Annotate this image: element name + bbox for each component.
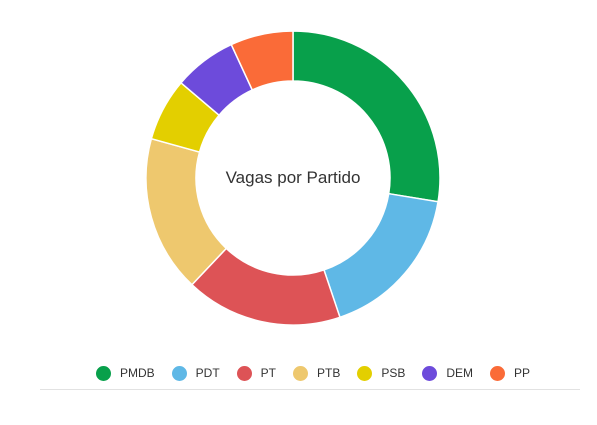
donut-chart	[145, 30, 441, 326]
legend-label: PDT	[195, 366, 220, 380]
slice-pmdb[interactable]	[292, 30, 441, 203]
legend-swatch	[422, 365, 438, 381]
legend-swatch	[293, 365, 309, 381]
legend-item-pmdb[interactable]: PMDB	[96, 365, 155, 381]
legend-label: PT	[260, 366, 277, 380]
chart-title: Vagas por Partido	[225, 168, 361, 187]
chart-legend: PMDB PDT PT PTB PSB DEM PP	[96, 362, 547, 384]
slice-pdt[interactable]	[323, 192, 439, 319]
legend-swatch	[357, 365, 373, 381]
legend-swatch	[96, 365, 111, 381]
legend-label: PSB	[381, 366, 406, 380]
legend-swatch	[236, 365, 252, 381]
legend-item-psb[interactable]: PSB	[357, 365, 406, 381]
legend-swatch	[171, 365, 187, 381]
legend-label: PP	[514, 366, 531, 380]
legend-label: PTB	[317, 366, 341, 380]
legend-item-pdt[interactable]: PDT	[171, 365, 220, 381]
legend-item-ptb[interactable]: PTB	[293, 365, 341, 381]
slice-pp[interactable]	[230, 30, 294, 91]
legend-label: DEM	[446, 366, 474, 380]
legend-swatch	[490, 365, 506, 381]
legend-item-pp[interactable]: PP	[490, 365, 531, 381]
chart-slices	[145, 30, 441, 326]
legend-label: PMDB	[120, 366, 155, 380]
legend-item-pt[interactable]: PT	[236, 365, 277, 381]
legend-item-dem[interactable]: DEM	[422, 365, 474, 381]
divider	[40, 389, 580, 390]
